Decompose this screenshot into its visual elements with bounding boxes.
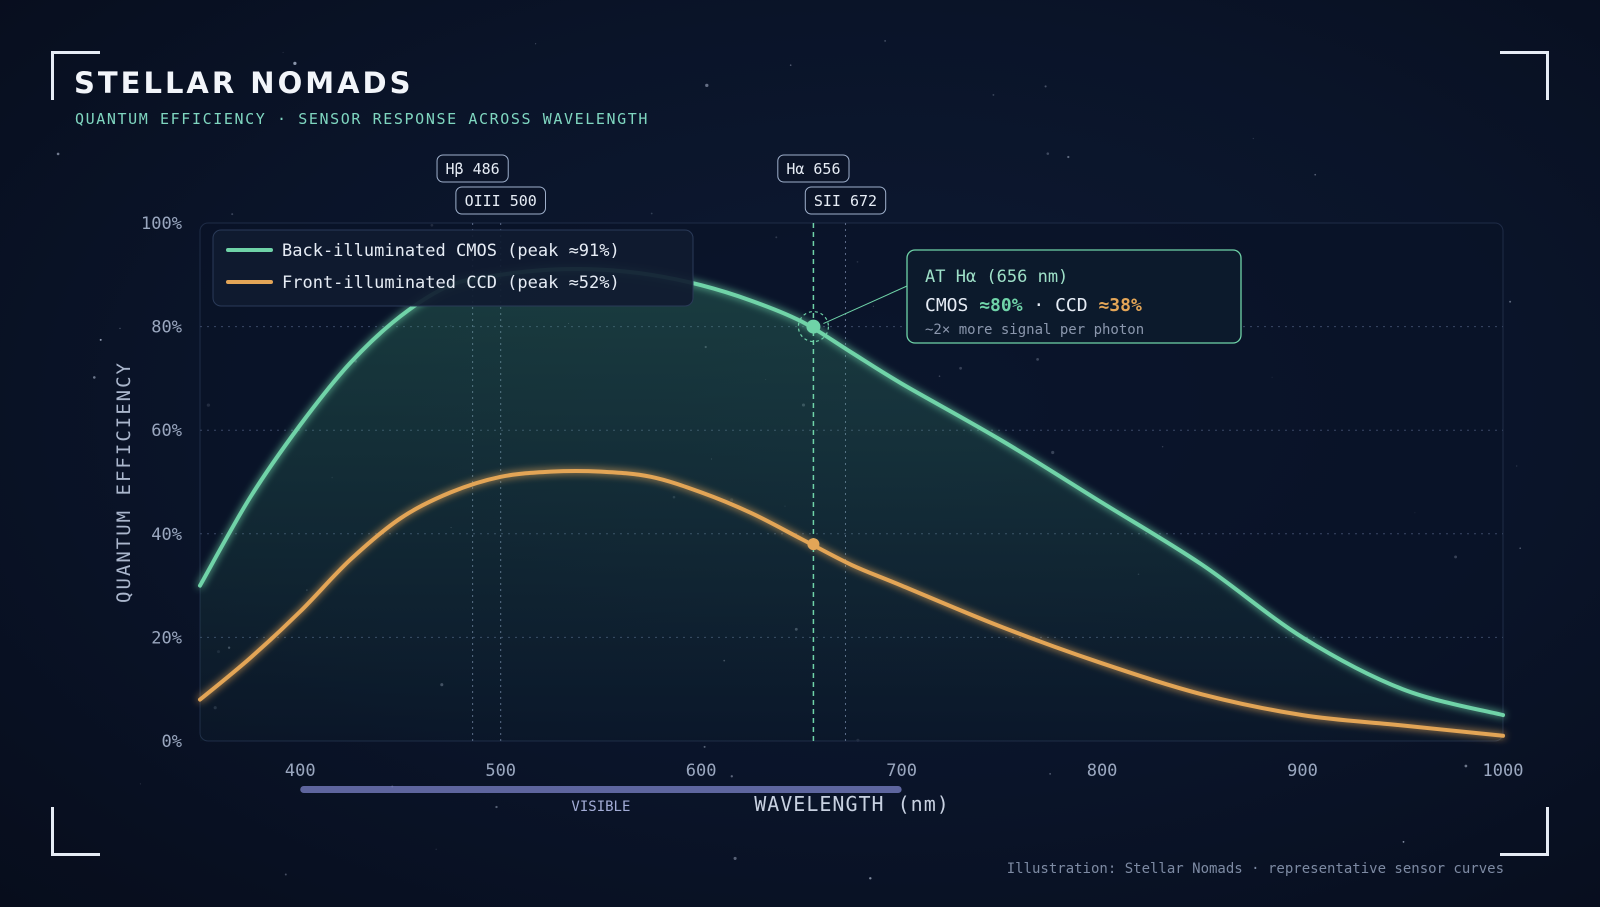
emission-line-label: OIII 500 xyxy=(465,192,537,210)
star xyxy=(1402,841,1405,843)
emission-line-chip xyxy=(455,186,546,215)
x-tick-label: 500 xyxy=(485,761,516,781)
callout-note: ~2× more signal per photon xyxy=(925,322,1144,338)
callout-cmos-value: ≈80% xyxy=(979,295,1023,316)
star xyxy=(884,40,886,42)
star xyxy=(535,43,537,45)
star xyxy=(1046,152,1050,155)
page-subtitle: QUANTUM EFFICIENCY · SENSOR RESPONSE ACR… xyxy=(75,110,650,128)
star xyxy=(1044,85,1047,88)
callout-values: CMOS ≈80% · CCD ≈38% xyxy=(925,295,1142,316)
star xyxy=(1067,155,1070,159)
star xyxy=(1252,137,1254,140)
callout-title: AT Hα (656 nm) xyxy=(925,267,1068,287)
emission-line-label: SII 672 xyxy=(814,192,877,210)
highlight-group xyxy=(797,223,830,741)
series-area-0 xyxy=(200,269,1503,741)
star xyxy=(992,93,995,96)
star xyxy=(730,775,733,778)
emission-lines: Hβ 486 OIII 500 Hα 656 SII 672 xyxy=(436,154,887,741)
legend-label-0: Back-illuminated CMOS (peak ≈91%) xyxy=(282,241,620,261)
frame-corner-bottom-left xyxy=(51,807,100,856)
frame-corner-top-right xyxy=(1500,51,1549,100)
emission-line-label: Hβ 486 xyxy=(446,160,500,178)
y-tick-label: 0% xyxy=(162,732,182,752)
star xyxy=(293,61,297,66)
emission-line-label: Hα 656 xyxy=(786,160,840,178)
star xyxy=(119,327,121,330)
visible-band: VISIBLE xyxy=(300,786,902,815)
series-line-0 xyxy=(198,267,1505,718)
x-tick-label: 400 xyxy=(285,761,316,781)
star xyxy=(1519,547,1522,550)
star xyxy=(495,805,498,809)
ccd-highlight-point xyxy=(807,538,820,551)
page-title: STELLAR NOMADS xyxy=(74,66,414,100)
x-tick-label: 700 xyxy=(886,761,917,781)
star xyxy=(1509,300,1512,303)
star xyxy=(1049,773,1051,775)
star xyxy=(56,152,60,156)
cmos-highlight-point xyxy=(806,319,821,334)
star xyxy=(705,83,709,88)
callout-ccd-value: ≈38% xyxy=(1098,295,1142,316)
callout-box xyxy=(906,249,1242,344)
callout-ccd-label: CCD xyxy=(1055,295,1088,316)
callout-cmos-label: CMOS xyxy=(925,295,968,316)
cmos-highlight-ring xyxy=(797,311,830,343)
y-tick-label: 100% xyxy=(141,214,182,234)
visible-band-bar xyxy=(300,786,902,793)
star xyxy=(703,745,706,748)
callout-connector xyxy=(823,285,908,325)
y-tick-label: 60% xyxy=(151,421,182,441)
y-tick-label: 80% xyxy=(151,318,182,338)
star xyxy=(284,873,287,876)
star xyxy=(93,376,96,379)
emission-line-chip xyxy=(436,154,509,183)
legend: Back-illuminated CMOS (peak ≈91%) Front-i… xyxy=(212,229,694,307)
star xyxy=(1464,764,1468,768)
y-tick-label: 40% xyxy=(151,525,182,545)
visible-band-label: VISIBLE xyxy=(571,799,630,815)
y-axis-tick-labels: 0% 20% 40% 60% 80% 100% xyxy=(141,214,182,752)
x-tick-label: 600 xyxy=(686,761,717,781)
star xyxy=(1516,465,1518,467)
frame-corner-bottom-right xyxy=(1500,807,1549,856)
x-tick-label: 800 xyxy=(1087,761,1118,781)
star xyxy=(650,212,653,215)
star xyxy=(435,848,437,850)
star xyxy=(789,64,792,66)
emission-line-chip xyxy=(777,154,850,183)
halpha-callout: AT Hα (656 nm) CMOS ≈80% · CCD ≈38% ~2× mo… xyxy=(823,249,1242,344)
y-axis-label: QUANTUM EFFICIENCY xyxy=(113,361,135,603)
star xyxy=(1314,173,1317,176)
x-axis-tick-labels: 400 500 600 700 800 900 1000 xyxy=(285,761,1524,781)
series-group xyxy=(198,267,1505,741)
footer-credit: Illustration: Stellar Nomads · represent… xyxy=(1006,861,1504,877)
star xyxy=(282,51,284,53)
frame-corner-top-left xyxy=(51,51,100,100)
star xyxy=(231,213,234,216)
x-tick-label: 1000 xyxy=(1483,761,1524,781)
callout-separator: · xyxy=(1033,295,1044,316)
star xyxy=(139,783,141,785)
star xyxy=(99,338,102,341)
star xyxy=(869,877,872,880)
star xyxy=(733,856,737,860)
series-line-1 xyxy=(198,469,1505,738)
legend-label-1: Front-illuminated CCD (peak ≈52%) xyxy=(282,273,620,293)
emission-line-chip xyxy=(804,186,887,215)
legend-box xyxy=(212,229,694,307)
x-tick-label: 900 xyxy=(1287,761,1318,781)
y-tick-label: 20% xyxy=(151,628,182,648)
x-axis-label: WAVELENGTH (nm) xyxy=(754,792,950,816)
